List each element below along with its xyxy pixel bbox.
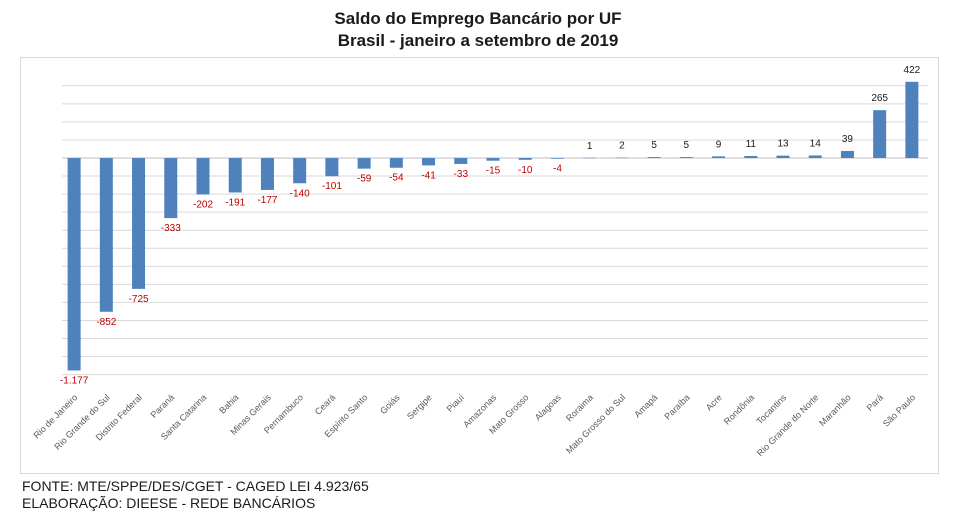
category-tick-label: Paraná	[149, 392, 177, 420]
data-label: -177	[257, 195, 277, 206]
data-label: 14	[810, 138, 822, 149]
category-tick-label: Ceará	[313, 392, 337, 416]
bar	[132, 158, 146, 289]
bar	[389, 158, 403, 168]
category-tick-label: Piauí	[445, 392, 467, 414]
category-tick-label: Roraima	[564, 392, 595, 423]
data-label: 5	[684, 140, 690, 151]
bar	[164, 158, 178, 219]
category-tick-label: Acre	[704, 392, 724, 412]
data-label: -15	[486, 166, 501, 177]
data-label: 9	[716, 139, 722, 150]
bar	[260, 158, 274, 190]
data-label: -852	[96, 317, 116, 328]
data-label: -33	[454, 169, 469, 180]
category-tick-label: Alagoas	[533, 392, 563, 422]
gridlines	[62, 85, 928, 376]
category-tick-label: Sergipe	[405, 392, 434, 421]
source-note: FONTE: MTE/SPPE/DES/CGET - CAGED LEI 4.9…	[22, 478, 369, 494]
bars-group	[67, 81, 919, 371]
category-tick-label: Rio Grande do Norte	[755, 392, 821, 458]
data-labels-group: -1.177-852-725-333-202 -191 -177-140-101-5…	[60, 65, 921, 387]
bar	[550, 158, 564, 159]
bar	[615, 157, 629, 159]
category-tick-label: Amapá	[632, 392, 659, 419]
data-label: -191	[225, 197, 245, 208]
bar	[99, 158, 113, 312]
data-label: 13	[777, 139, 789, 150]
plot-area-frame	[20, 57, 939, 474]
bar	[905, 81, 919, 158]
bar	[67, 158, 81, 371]
bar	[840, 150, 854, 158]
data-label: -41	[421, 170, 436, 181]
data-label: 265	[871, 93, 888, 104]
category-tick-label: Rondônia	[722, 392, 756, 426]
bar	[647, 157, 661, 158]
data-label: -140	[290, 188, 310, 199]
data-label: -59	[357, 174, 372, 185]
credit-note: ELABORAÇÃO: DIEESE - REDE BANCÁRIOS	[22, 495, 316, 511]
data-label: -202	[193, 199, 213, 210]
data-label: -101	[322, 181, 342, 192]
category-tick-label: Maranhão	[817, 392, 853, 428]
data-label: 5	[651, 140, 657, 151]
chart-subtitle: Brasil - janeiro a setembro de 2019	[337, 31, 619, 50]
data-label: -1.177	[60, 375, 89, 386]
bar	[196, 158, 210, 195]
chart-title: Saldo do Emprego Bancário por UF	[334, 9, 622, 28]
category-tick-label: Goiás	[378, 392, 402, 416]
data-label: 422	[904, 65, 921, 76]
data-label: 11	[746, 139, 757, 150]
category-tick-label: Rio Grande do Sul	[52, 392, 111, 451]
data-label: -4	[553, 164, 562, 175]
category-tick-label: Bahia	[217, 392, 240, 415]
bar	[679, 157, 693, 158]
bar	[228, 158, 242, 193]
category-tick-label: São Paulo	[881, 392, 917, 428]
data-label: -54	[389, 173, 404, 184]
data-label: -725	[129, 294, 149, 305]
category-tick-label: Paraíba	[662, 392, 691, 421]
data-label: 2	[619, 141, 625, 152]
bar	[422, 158, 436, 166]
bar	[583, 157, 597, 159]
bar	[357, 158, 371, 169]
bar	[518, 158, 532, 160]
bar	[454, 158, 468, 164]
category-tick-label: Pará	[865, 392, 886, 413]
category-tick-label: Mato Grosso do Sul	[564, 392, 627, 455]
data-label: 39	[842, 134, 854, 145]
data-label: 1	[587, 141, 593, 152]
bar	[744, 156, 758, 158]
bar	[486, 158, 500, 161]
bar	[325, 158, 339, 177]
bar	[808, 155, 822, 158]
bar	[776, 155, 790, 158]
data-label: -10	[518, 165, 533, 176]
data-label: -333	[161, 223, 181, 234]
bar	[712, 156, 726, 158]
bar	[293, 158, 307, 184]
bar	[873, 110, 887, 158]
